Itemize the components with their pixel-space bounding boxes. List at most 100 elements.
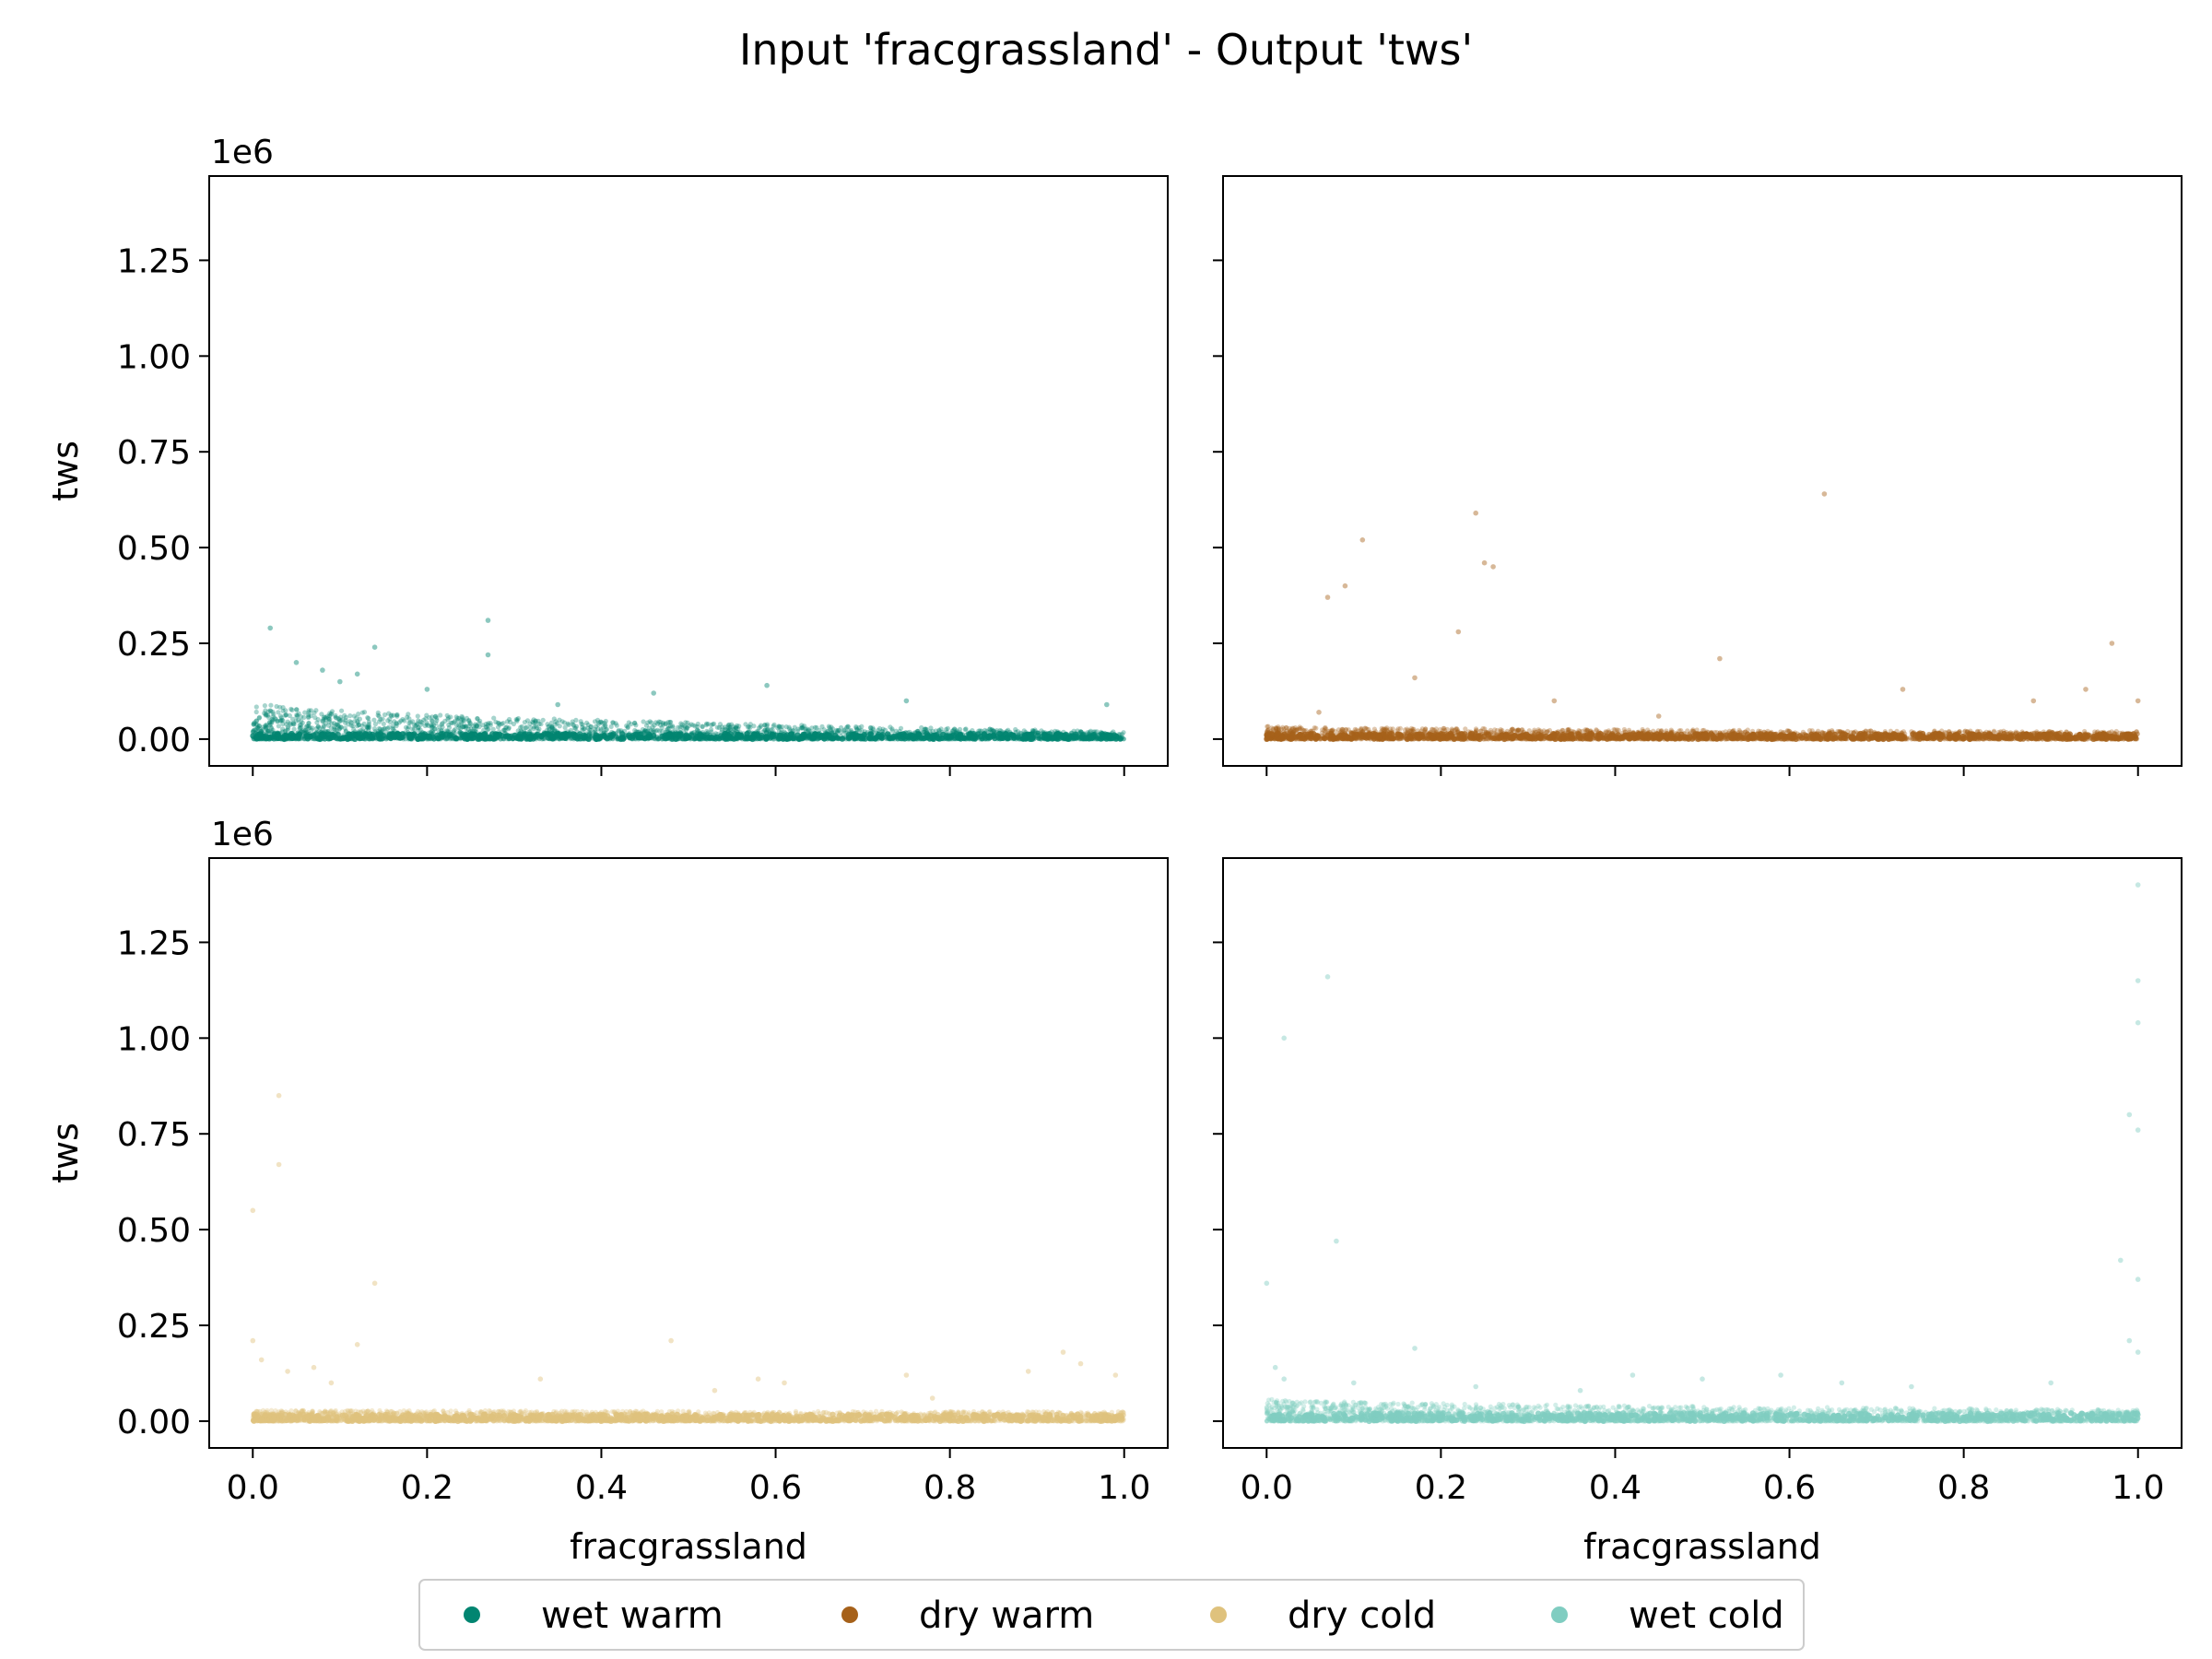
scatter-point (284, 722, 289, 727)
scatter-point (1335, 727, 1342, 733)
scatter-point (829, 728, 834, 735)
scatter-point (652, 723, 657, 728)
scatter-point (533, 718, 538, 724)
scatter-point (424, 712, 429, 718)
scatter-point (827, 725, 832, 731)
scatter-point (667, 719, 673, 725)
scatter-point (366, 725, 371, 731)
scatter-point (313, 708, 319, 713)
scatter-point (1405, 726, 1410, 732)
scatter-point (562, 724, 568, 731)
scatter-point (299, 724, 304, 730)
scatter-point (471, 724, 477, 729)
scatter-point (629, 735, 636, 741)
scatter-point (731, 726, 737, 732)
scatter-point (726, 727, 733, 733)
scatter-point (889, 728, 895, 734)
scatter-point (880, 726, 886, 732)
scatter-point (450, 720, 455, 726)
scatter-point (1015, 734, 1021, 740)
scatter-point (388, 712, 394, 718)
scatter-point (665, 724, 672, 729)
scatter-point (367, 733, 373, 739)
scatter-point (1294, 726, 1300, 732)
scatter-point (317, 725, 323, 731)
scatter-point (834, 727, 840, 734)
scatter-point (333, 727, 338, 733)
scatter-point (267, 720, 273, 725)
scatter-point (319, 712, 324, 717)
scatter-point (531, 726, 536, 732)
scatter-point (726, 722, 732, 727)
scatter-point (535, 718, 541, 724)
scatter-point (1640, 726, 1645, 733)
scatter-point (468, 732, 475, 738)
scatter-point (787, 726, 793, 732)
scatter-point (471, 725, 477, 732)
scatter-point (251, 729, 256, 735)
scatter-point (898, 725, 904, 731)
scatter-point (719, 734, 726, 741)
scatter-point (578, 719, 583, 724)
scatter-point (464, 724, 469, 729)
scatter-point (391, 734, 397, 741)
scatter-point (437, 724, 442, 730)
scatter-point (403, 724, 409, 730)
scatter-point (566, 731, 572, 737)
scatter-point (1371, 726, 1377, 732)
scatter-point (460, 724, 465, 730)
scatter-point (421, 717, 427, 723)
scatter-point (1745, 727, 1750, 733)
scatter-point (534, 724, 539, 729)
scatter-point (682, 724, 688, 729)
scatter-point (398, 718, 404, 724)
scatter-point (418, 719, 423, 724)
scatter-point (1297, 724, 1302, 730)
scatter-point (756, 735, 762, 741)
scatter-point (269, 720, 275, 725)
scatter-point (1806, 728, 1813, 734)
scatter-point (1276, 725, 1281, 732)
scatter-point (592, 719, 598, 724)
scatter-point (683, 720, 688, 725)
scatter-point (297, 722, 302, 728)
scatter-point (655, 736, 662, 742)
scatter-point (1819, 730, 1825, 735)
scatter-point (269, 725, 275, 731)
scatter-point (283, 733, 289, 739)
scatter-point (328, 712, 334, 717)
scatter-point (587, 732, 593, 737)
scatter-point (394, 712, 399, 718)
scatter-point (303, 733, 310, 739)
scatter-point (499, 721, 504, 727)
scatter-point (625, 724, 630, 730)
scatter-point (814, 732, 821, 739)
scatter-point (866, 735, 873, 742)
scatter-point (670, 724, 676, 729)
scatter-point (253, 726, 259, 732)
scatter-point (844, 724, 850, 730)
scatter-point (269, 718, 275, 724)
scatter-point (670, 724, 676, 730)
scatter-point (326, 717, 332, 723)
scatter-point (500, 727, 506, 733)
scatter-point (429, 724, 434, 730)
scatter-point (573, 724, 580, 729)
scatter-point (1848, 730, 1854, 735)
scatter-point (293, 718, 299, 724)
scatter-point (1359, 726, 1364, 733)
scatter-point (424, 722, 429, 727)
scatter-point (265, 712, 271, 718)
scatter-point (571, 723, 577, 728)
scatter-point (453, 726, 458, 732)
subplot-dry-warm (1213, 175, 2183, 776)
scatter-point (286, 725, 291, 731)
scatter-point (987, 726, 993, 732)
scatter-point (853, 733, 860, 739)
scatter-point (805, 726, 810, 732)
scatter-point (826, 732, 832, 739)
scatter-point (1297, 726, 1302, 732)
scatter-point (806, 728, 811, 734)
scatter-point (726, 725, 732, 731)
